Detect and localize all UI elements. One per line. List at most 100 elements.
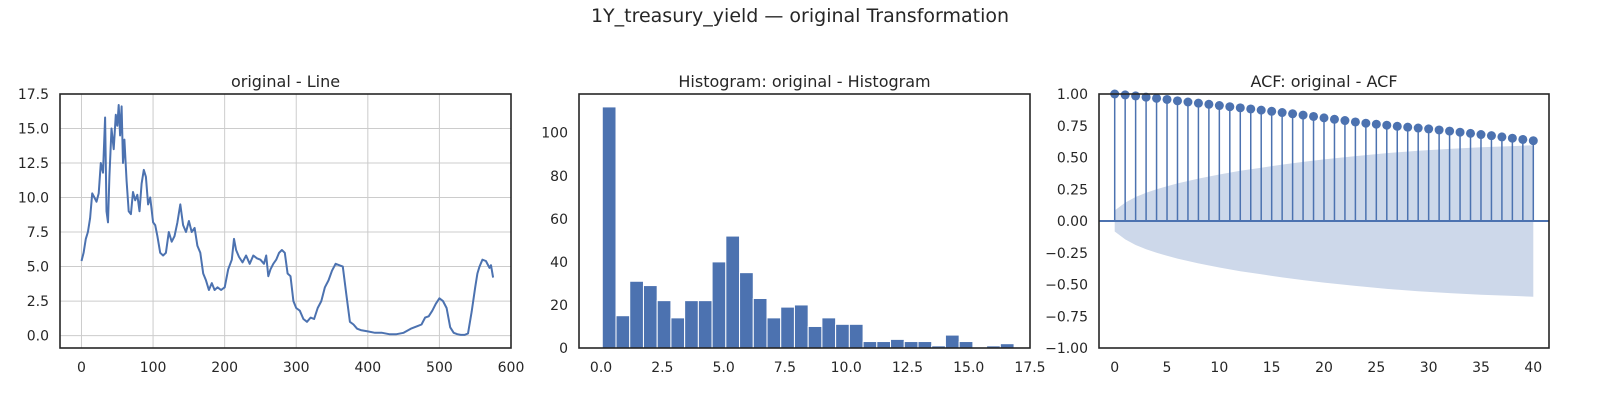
x-tick-label: 20: [1315, 360, 1333, 376]
acf-marker: [1225, 102, 1235, 112]
y-tick-label: 80: [550, 169, 568, 185]
x-tick-label: 0: [77, 360, 86, 376]
histogram-bar: [684, 300, 699, 349]
acf-marker: [1172, 96, 1182, 106]
histogram-bar: [890, 338, 905, 349]
acf-panel-title: ACF: original - ACF: [1250, 72, 1397, 91]
acf-marker: [1413, 123, 1423, 133]
acf-marker: [1183, 97, 1193, 107]
y-tick-label: −0.50: [1045, 278, 1088, 294]
histogram-bar: [862, 341, 878, 349]
histogram-bar: [876, 341, 892, 349]
x-tick-label: 7.5: [774, 360, 796, 376]
acf-marker: [1382, 120, 1392, 130]
acf-marker: [1141, 92, 1151, 102]
x-tick-label: 5: [1163, 360, 1172, 376]
acf-marker: [1193, 98, 1203, 108]
x-tick-label: 300: [283, 360, 310, 376]
x-tick-label: 15: [1263, 360, 1281, 376]
histogram-bar: [642, 285, 658, 349]
axes-frame: [1098, 93, 1550, 349]
histogram-bar: [835, 323, 850, 349]
y-tick-label: 0.75: [1057, 119, 1088, 135]
histogram-bar: [725, 235, 741, 349]
histogram-bar: [697, 300, 713, 349]
acf-marker: [1434, 125, 1444, 135]
x-tick-label: 0.0: [590, 360, 612, 376]
line-panel-title: original - Line: [231, 72, 340, 91]
x-tick-label: 35: [1472, 360, 1490, 376]
axes-frame: [59, 93, 512, 349]
acf-marker: [1267, 106, 1277, 116]
line-panel: original - Line 0 100 200 300 400 500 600 0.0 2.…: [18, 72, 525, 376]
acf-marker: [1277, 108, 1287, 118]
acf-marker: [1392, 121, 1402, 131]
acf-marker: [1371, 119, 1381, 129]
acf-marker: [1131, 91, 1141, 101]
y-tick-label: 10.0: [18, 191, 49, 207]
acf-marker: [1424, 124, 1434, 134]
histogram-bar: [711, 261, 727, 349]
acf-marker: [1309, 111, 1319, 121]
histogram-bar: [656, 300, 672, 349]
histogram-bar: [848, 323, 864, 349]
acf-marker: [1246, 104, 1256, 114]
acf-marker: [1486, 131, 1496, 141]
acf-marker: [1256, 105, 1266, 115]
acf-marker: [1120, 90, 1130, 100]
acf-marker: [1340, 116, 1350, 126]
histogram-panel: Histogram: original - Histogram 0.0 2.5 5.…: [541, 72, 1045, 376]
acf-marker: [1361, 118, 1371, 128]
histogram-bar: [766, 317, 782, 349]
x-tick-label: 600: [498, 360, 525, 376]
acf-marker: [1152, 93, 1162, 103]
y-tick-label: 0.25: [1057, 182, 1088, 198]
acf-marker: [1403, 122, 1413, 132]
x-tick-label: 200: [211, 360, 238, 376]
histogram-bar: [739, 272, 754, 349]
acf-marker: [1528, 136, 1538, 146]
y-tick-label: 7.5: [27, 225, 49, 241]
x-tick-label: 15.0: [953, 360, 984, 376]
histogram-bar: [670, 317, 686, 349]
histogram-bar: [917, 341, 933, 349]
y-tick-label: 60: [550, 212, 568, 228]
axes-frame: [578, 93, 1031, 349]
acf-panel: ACF: original - ACF 0 5 10 15 20 25 30 35 40 −1.0…: [1045, 72, 1550, 376]
acf-marker: [1329, 114, 1339, 124]
x-tick-label: 10.0: [831, 360, 862, 376]
y-tick-label: 0: [559, 341, 568, 357]
y-tick-label: 1.00: [1057, 87, 1088, 103]
y-tick-label: 15.0: [18, 122, 49, 138]
x-tick-label: 400: [354, 360, 381, 376]
plot-area: [601, 106, 1015, 349]
histogram-bar: [752, 297, 768, 349]
x-tick-label: 0: [1110, 360, 1119, 376]
y-tick-label: 17.5: [18, 87, 49, 103]
y-tick-label: −1.00: [1045, 341, 1088, 357]
acf-marker: [1214, 101, 1224, 111]
x-tick-label: 40: [1524, 360, 1542, 376]
y-tick-label: −0.25: [1045, 246, 1088, 262]
acf-marker: [1476, 130, 1486, 140]
y-tick-label: 12.5: [18, 156, 49, 172]
acf-marker: [1298, 110, 1308, 120]
acf-marker: [1235, 103, 1245, 113]
x-tick-label: 10: [1210, 360, 1228, 376]
x-tick-label: 17.5: [1014, 360, 1045, 376]
plot-area: [1099, 89, 1549, 297]
acf-marker: [1204, 99, 1214, 109]
y-tick-label: −0.75: [1045, 309, 1088, 325]
acf-marker: [1350, 117, 1360, 127]
acf-marker: [1518, 134, 1528, 144]
plot-area: [80, 104, 495, 336]
y-tick-label: 2.5: [27, 294, 49, 310]
histogram-bar: [780, 306, 795, 349]
x-tick-label: 25: [1367, 360, 1385, 376]
acf-marker: [1507, 133, 1517, 143]
histogram-bar: [615, 315, 631, 349]
grid-lines: [60, 93, 512, 348]
x-tick-label: 2.5: [651, 360, 673, 376]
histogram-bar: [903, 341, 919, 349]
